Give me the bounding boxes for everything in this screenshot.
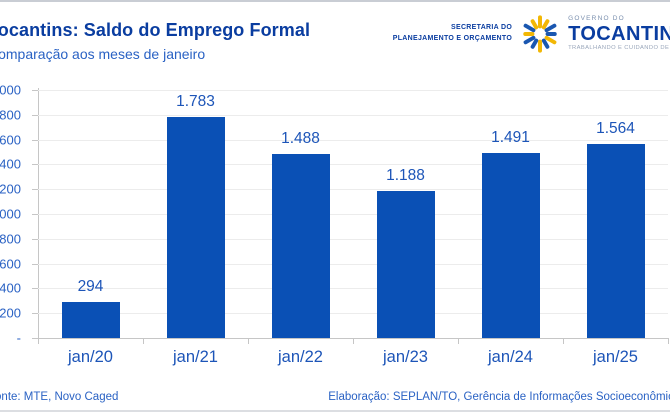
bar-value-label: 1.783 — [176, 92, 215, 110]
tocantins-wordmark: TOCANTINS — [568, 23, 670, 46]
x-axis-label: jan/25 — [593, 348, 638, 366]
government-wordmark: GOVERNO DO TOCANTINS TRABALHANDO E CUIDA… — [568, 14, 670, 52]
x-tick — [563, 338, 564, 344]
x-tick — [248, 338, 249, 344]
y-tick — [32, 114, 38, 116]
gridline — [38, 263, 668, 265]
y-axis-label: 400 — [0, 280, 21, 296]
sun-logo-icon — [523, 15, 557, 53]
footer-elaboration: Elaboração: SEPLAN/TO, Gerência de Infor… — [328, 391, 670, 403]
y-axis-line — [38, 88, 39, 344]
bar-slot: 1.488 — [248, 90, 353, 338]
y-tick — [32, 238, 38, 240]
y-axis-label: 1.000 — [0, 206, 21, 222]
x-axis-label: jan/22 — [278, 348, 323, 366]
y-axis-label: 1.200 — [0, 181, 21, 197]
bar-slot: 1.564 — [563, 90, 668, 338]
bar-value-label: 1.491 — [491, 129, 530, 147]
bar-value-label: 294 — [77, 277, 104, 295]
x-axis-label: jan/24 — [488, 348, 533, 366]
y-axis-label: 800 — [0, 231, 21, 247]
bar-jan/23 — [376, 190, 435, 338]
page-subtitle: Comparação aos meses de janeiro — [0, 46, 206, 62]
y-tick — [32, 164, 38, 166]
x-axis-labels: jan/20 jan/21 jan/22 jan/23 jan/24 jan/25 — [38, 348, 668, 367]
bar-slot: 294 — [38, 90, 143, 338]
tagline: TRABALHANDO E CUIDANDO DE TO — [568, 45, 670, 52]
y-tick — [32, 189, 38, 191]
y-axis-labels: - 200 400 600 800 1.000 1.200 1.400 1.600 1.800 2.… — [0, 83, 21, 346]
page-title: Tocantins: Saldo do Emprego Formal — [0, 20, 311, 40]
y-axis-label: 2.000 — [0, 82, 21, 98]
y-tick — [32, 338, 38, 339]
y-tick — [32, 313, 38, 315]
bar-jan/25 — [586, 144, 645, 338]
x-axis-label: jan/21 — [173, 348, 218, 366]
secretaria-line2: PLANEJAMENTO E ORÇAMENTO — [392, 35, 513, 42]
x-tick — [668, 338, 669, 344]
x-tick — [38, 338, 39, 344]
y-axis-label: 1.600 — [0, 132, 21, 148]
y-axis-label: 600 — [0, 256, 21, 272]
bars-layer: 294 1.783 1.488 1.188 1.491 1.564 — [38, 90, 668, 338]
y-tick — [32, 263, 38, 265]
y-tick — [32, 139, 38, 141]
bar-jan/22 — [271, 153, 330, 338]
y-axis-label: 1.400 — [0, 156, 21, 172]
y-axis-label: - — [16, 330, 21, 346]
bar-value-label: 1.488 — [281, 129, 320, 147]
x-tick — [353, 338, 354, 344]
bar-jan/21 — [166, 116, 225, 338]
tagline-text: TRABALHANDO E CUIDANDO DE — [568, 45, 670, 52]
bar-slot: 1.783 — [143, 90, 248, 338]
gridline — [38, 189, 668, 191]
gridline — [38, 288, 668, 290]
bar-jan/20 — [61, 301, 120, 338]
footer-source: Fonte: MTE, Novo Caged — [0, 391, 119, 403]
gridline — [38, 313, 668, 315]
gridline — [38, 139, 668, 141]
x-axis-label: jan/20 — [68, 348, 113, 366]
bottom-border — [0, 410, 670, 412]
gridline — [38, 164, 668, 166]
x-axis-label: jan/23 — [383, 348, 428, 366]
y-axis-ticks — [32, 90, 38, 339]
x-tick — [458, 338, 459, 344]
gridline — [38, 214, 668, 215]
government-branding: SECRETARIA DO PLANEJAMENTO E ORÇAMENTO G… — [393, 15, 670, 53]
plot-area: 294 1.783 1.488 1.188 1.491 1.564 — [38, 90, 669, 344]
x-tick — [143, 338, 144, 344]
y-tick — [32, 90, 38, 91]
secretaria-label: SECRETARIA DO PLANEJAMENTO E ORÇAMENTO — [393, 23, 512, 45]
gridline — [38, 90, 668, 91]
y-tick — [32, 288, 38, 290]
bar-jan/24 — [481, 153, 540, 338]
bar-value-label: 1.564 — [596, 120, 635, 138]
top-border — [0, 0, 670, 2]
y-tick — [32, 214, 38, 215]
governo-do-label: GOVERNO DO — [568, 14, 625, 22]
bar-slot: 1.188 — [353, 90, 458, 338]
gridline — [38, 114, 668, 116]
gridline — [38, 238, 668, 240]
bar-value-label: 1.188 — [386, 166, 425, 184]
y-axis-label: 200 — [0, 305, 21, 321]
bar-slot: 1.491 — [458, 90, 563, 338]
header: Tocantins: Saldo do Emprego Formal Compa… — [0, 20, 310, 62]
secretaria-line1: SECRETARIA DO — [451, 24, 513, 32]
y-axis-label: 1.800 — [0, 107, 21, 123]
